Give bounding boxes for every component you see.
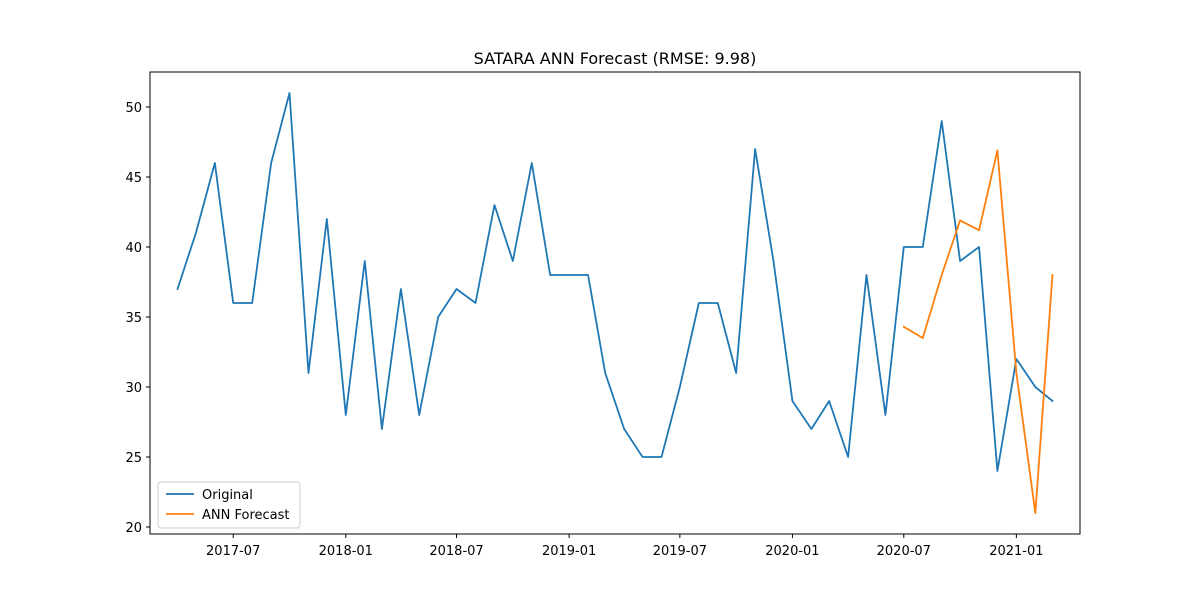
legend-label-ann-forecast: ANN Forecast	[202, 508, 289, 523]
legend: Original ANN Forecast	[157, 481, 301, 529]
series-line-ann-forecast	[902, 149, 1054, 514]
plot-frame	[149, 71, 1081, 535]
x-axis: 2017-07 2018-01 2018-07 2019-01 2019-07 2020-…	[206, 534, 1044, 559]
legend-label-original: Original	[202, 488, 253, 503]
x-tick-label: 2020-07	[877, 544, 931, 559]
chart-title: SATARA ANN Forecast (RMSE: 9.98)	[474, 49, 757, 68]
y-tick-label: 35	[125, 311, 142, 326]
y-tick-label: 50	[125, 101, 142, 116]
x-tick-label: 2019-07	[653, 544, 707, 559]
series-line-original	[176, 92, 1054, 472]
x-tick-label: 2018-07	[429, 544, 483, 559]
y-tick-label: 20	[125, 521, 142, 536]
y-tick-label: 30	[125, 381, 142, 396]
series-layer	[176, 92, 1054, 514]
y-axis: 20 25 30 35 40 45 50	[125, 101, 150, 536]
x-tick-label: 2019-01	[542, 544, 596, 559]
y-tick-label: 45	[125, 171, 142, 186]
x-tick-label: 2020-01	[765, 544, 819, 559]
x-tick-label: 2018-01	[319, 544, 373, 559]
y-tick-label: 40	[125, 241, 142, 256]
y-tick-label: 25	[125, 451, 142, 466]
x-tick-label: 2017-07	[206, 544, 260, 559]
x-tick-label: 2021-01	[989, 544, 1043, 559]
